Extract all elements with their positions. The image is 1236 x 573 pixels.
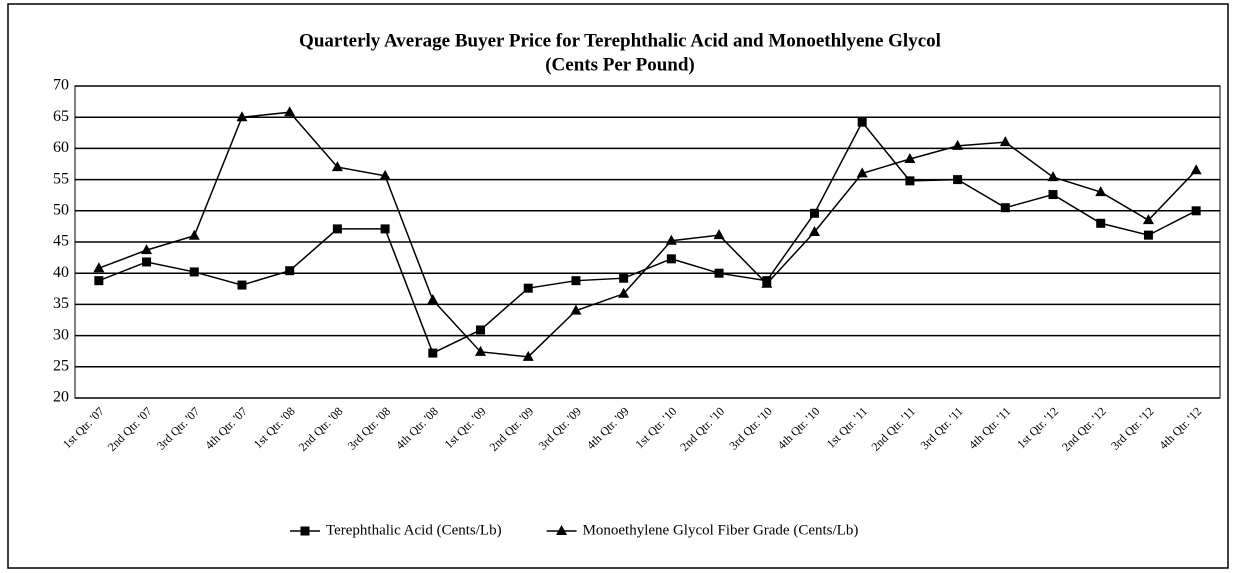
y-tick-label: 55 [53, 170, 69, 187]
y-tick-label: 70 [53, 77, 69, 94]
point-marker [1095, 186, 1107, 197]
legend-label: Terephthalic Acid (Cents/Lb) [326, 522, 502, 538]
y-tick-label: 40 [53, 264, 69, 281]
series-line [98, 120, 1197, 355]
y-tick-label: 30 [53, 326, 69, 343]
y-tick-label: 35 [53, 295, 69, 312]
point-marker [953, 175, 963, 185]
point-marker [714, 268, 724, 278]
y-tick-label: 65 [53, 108, 69, 125]
legend-label: Monoethylene Glycol Fiber Grade (Cents/L… [583, 522, 859, 538]
point-marker [808, 226, 820, 237]
y-tick-label: 25 [53, 357, 69, 374]
point-marker [142, 257, 152, 267]
point-marker [571, 276, 581, 286]
point-marker [1190, 164, 1202, 175]
point-marker [666, 254, 676, 264]
point-marker [665, 234, 677, 245]
point-marker [476, 325, 486, 335]
point-marker [284, 106, 296, 117]
point-marker [1047, 171, 1059, 182]
point-marker [952, 139, 964, 150]
point-marker [428, 348, 438, 358]
point-marker [188, 229, 200, 240]
point-marker [1142, 214, 1154, 225]
series-line [98, 111, 1197, 358]
y-tick-label: 60 [53, 139, 69, 156]
point-marker [522, 350, 534, 361]
point-marker [857, 117, 867, 127]
point-marker [379, 169, 391, 180]
point-marker [1143, 230, 1153, 240]
point-marker [905, 176, 915, 186]
point-marker [141, 244, 153, 255]
point-marker [856, 167, 868, 178]
chart-title: Quarterly Average Buyer Price for Tereph… [299, 30, 941, 51]
point-marker [618, 287, 630, 298]
point-marker [1096, 218, 1106, 228]
y-tick-label: 45 [53, 233, 69, 250]
point-marker [761, 277, 773, 288]
point-marker [331, 161, 343, 172]
point-marker [93, 262, 105, 273]
point-marker [285, 266, 295, 276]
point-marker [523, 283, 533, 293]
y-tick-label: 20 [53, 389, 69, 406]
y-tick-label: 50 [53, 201, 69, 218]
point-marker [475, 345, 487, 356]
point-marker [237, 280, 247, 290]
point-marker [619, 273, 629, 283]
point-marker [713, 229, 725, 240]
point-marker [236, 111, 248, 122]
point-marker [189, 267, 199, 277]
point-marker [556, 525, 568, 535]
point-marker [999, 136, 1011, 147]
point-marker [809, 208, 819, 218]
point-marker [570, 304, 582, 315]
point-marker [1000, 203, 1010, 213]
point-marker [427, 294, 439, 305]
chart-border [7, 3, 1229, 569]
point-marker [380, 224, 390, 234]
point-marker [300, 526, 310, 536]
chart-subtitle: (Cents Per Pound) [545, 54, 695, 75]
point-marker [904, 153, 916, 164]
point-marker [332, 224, 342, 234]
point-marker [1191, 206, 1201, 216]
point-marker [94, 276, 104, 286]
point-marker [1048, 190, 1058, 200]
